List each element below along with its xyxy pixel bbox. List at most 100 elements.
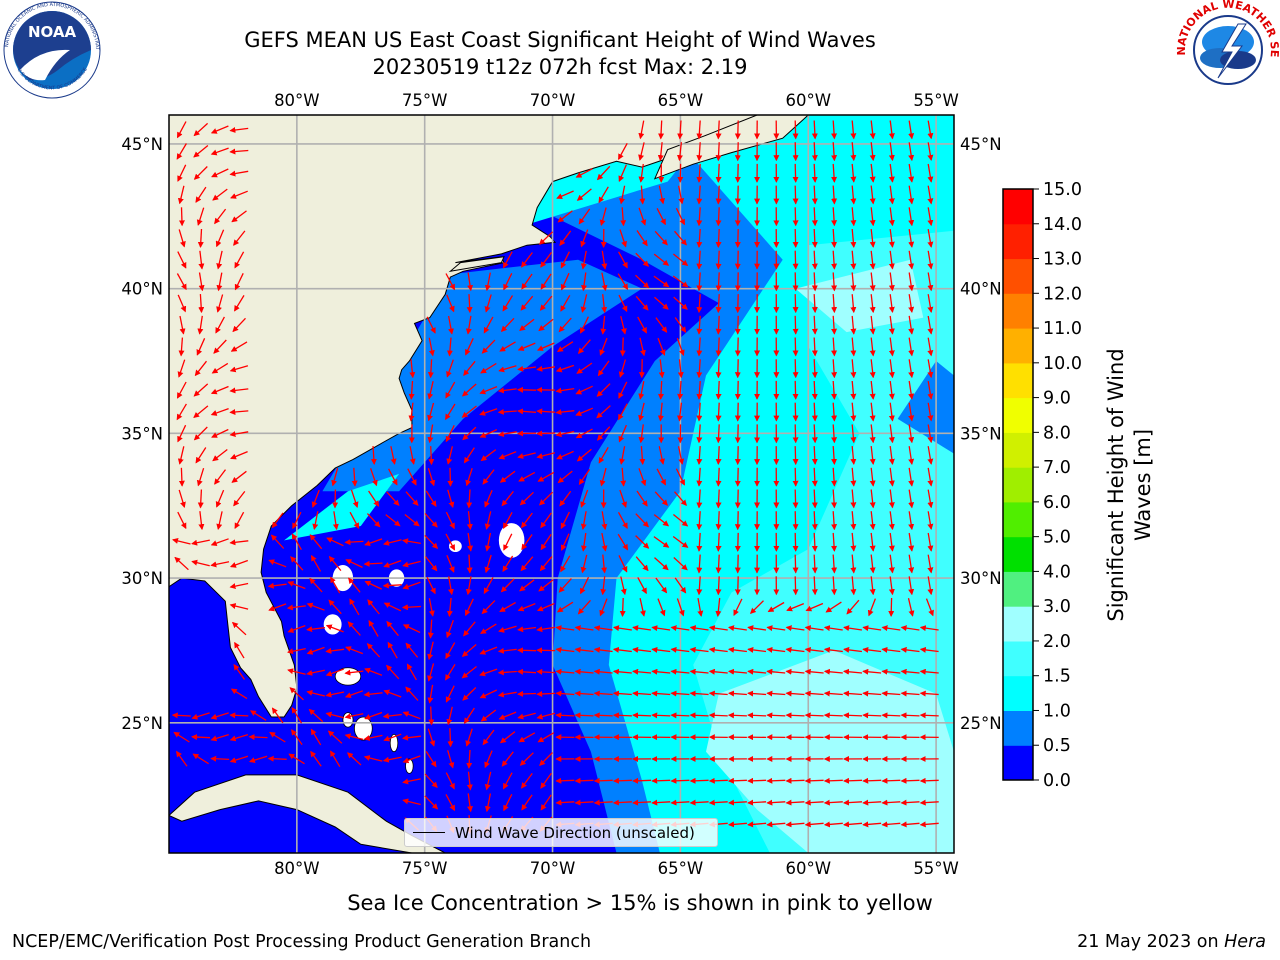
wave-direction-arrow	[216, 511, 223, 530]
wave-direction-arrow	[785, 821, 805, 828]
bahamas-island	[353, 716, 373, 741]
wave-direction-arrow	[747, 668, 767, 675]
wave-direction-arrow	[517, 452, 536, 459]
wave-direction-arrow	[195, 186, 207, 203]
wave-direction-arrow	[517, 626, 536, 633]
wave-direction-arrow	[823, 799, 843, 806]
wave-direction-arrow	[715, 120, 722, 140]
wave-direction-arrow	[402, 581, 421, 590]
wave-direction-arrow	[500, 578, 515, 593]
lat-label-left: 45°N	[121, 135, 163, 154]
wave-direction-arrow	[900, 690, 920, 697]
wave-direction-arrow	[638, 207, 647, 226]
wave-direction-arrow	[927, 185, 934, 205]
wave-direction-arrow	[697, 597, 704, 617]
wave-direction-arrow	[536, 342, 555, 351]
wave-direction-arrow	[520, 512, 533, 529]
wave-direction-arrow	[919, 712, 939, 719]
wave-direction-arrow	[177, 294, 187, 313]
wave-direction-arrow	[715, 554, 722, 574]
wave-direction-arrow	[696, 207, 703, 227]
wave-direction-arrow	[388, 468, 398, 486]
wave-direction-arrow	[501, 490, 514, 507]
wave-direction-arrow	[428, 598, 435, 617]
wave-direction-arrow	[639, 185, 646, 205]
wave-direction-arrow	[888, 250, 895, 270]
wave-direction-arrow	[171, 712, 191, 719]
wave-direction-arrow	[747, 690, 767, 697]
wave-direction-arrow	[212, 448, 228, 462]
wave-direction-arrow	[696, 294, 703, 314]
colorbar-segment	[1003, 432, 1033, 468]
wave-direction-arrow	[555, 668, 575, 675]
wave-direction-arrow	[385, 514, 401, 527]
wave-direction-arrow	[670, 712, 690, 719]
colorbar-tick-label: 1.0	[1043, 701, 1071, 721]
wave-direction-arrow	[734, 272, 741, 292]
wave-direction-arrow	[593, 712, 613, 719]
wave-direction-arrow	[831, 576, 838, 596]
wave-direction-arrow	[196, 207, 205, 226]
wave-direction-arrow	[445, 794, 456, 812]
wave-direction-arrow	[216, 294, 224, 313]
wave-direction-arrow	[651, 712, 671, 719]
lat-label-left: 35°N	[121, 424, 163, 443]
wave-direction-arrow	[598, 186, 609, 204]
wave-direction-arrow	[619, 446, 626, 465]
wave-direction-arrow	[197, 228, 204, 248]
wave-direction-arrow	[850, 272, 857, 292]
wave-direction-arrow	[927, 532, 934, 552]
wave-direction-arrow	[288, 753, 305, 765]
wave-direction-arrow	[197, 315, 204, 335]
wave-direction-arrow	[229, 755, 249, 763]
wave-direction-arrow	[424, 556, 438, 572]
wave-direction-arrow	[229, 431, 249, 437]
wave-direction-arrow	[792, 532, 799, 552]
wave-direction-arrow	[344, 690, 364, 699]
wave-direction-arrow	[406, 663, 417, 681]
wave-direction-arrow	[888, 315, 895, 335]
wave-direction-arrow	[559, 490, 572, 507]
wave-direction-arrow	[386, 664, 400, 680]
wave-direction-arrow	[599, 337, 608, 356]
wave-direction-arrow	[689, 712, 709, 719]
wave-direction-arrow	[364, 667, 383, 676]
wave-direction-arrow	[804, 690, 824, 697]
wave-direction-arrow	[635, 556, 649, 572]
wave-direction-arrow	[580, 489, 589, 508]
wave-direction-arrow	[811, 467, 818, 487]
wave-direction-arrow	[785, 646, 805, 653]
wave-direction-arrow	[311, 489, 320, 508]
wave-direction-arrow	[216, 250, 223, 270]
wave-direction-arrow	[248, 755, 268, 763]
lon-label-top: 80°W	[274, 91, 320, 110]
wave-direction-arrow	[574, 646, 594, 653]
wave-direction-arrow	[502, 251, 513, 269]
wave-direction-arrow	[198, 272, 205, 292]
wave-direction-arrow	[427, 424, 434, 444]
wave-direction-arrow	[927, 250, 934, 270]
wave-direction-arrow	[328, 555, 342, 572]
colorbar-segment	[1003, 362, 1033, 399]
wave-direction-arrow	[900, 668, 920, 675]
wave-direction-arrow	[850, 250, 857, 270]
wave-direction-arrow	[900, 799, 920, 806]
wave-direction-arrow	[804, 777, 824, 784]
wave-direction-arrow	[767, 601, 785, 613]
wave-direction-arrow	[811, 359, 818, 379]
wave-direction-arrow	[198, 294, 205, 314]
wave-direction-arrow	[811, 337, 818, 357]
nws-logo: NATIONAL WEATHER SERVICE	[1176, 0, 1280, 98]
wave-direction-arrow	[617, 511, 628, 529]
wave-direction-arrow	[479, 646, 498, 655]
wave-direction-arrow	[900, 777, 920, 784]
wave-direction-arrow	[811, 228, 818, 248]
wave-direction-arrow	[869, 576, 876, 596]
wave-direction-arrow	[908, 142, 915, 162]
wave-direction-arrow	[521, 273, 533, 290]
wave-direction-arrow	[555, 430, 575, 438]
colorbar-tick-label: 13.0	[1043, 250, 1082, 270]
wave-direction-arrow	[831, 250, 838, 270]
wave-direction-arrow	[426, 576, 436, 595]
wave-direction-arrow	[497, 647, 517, 654]
